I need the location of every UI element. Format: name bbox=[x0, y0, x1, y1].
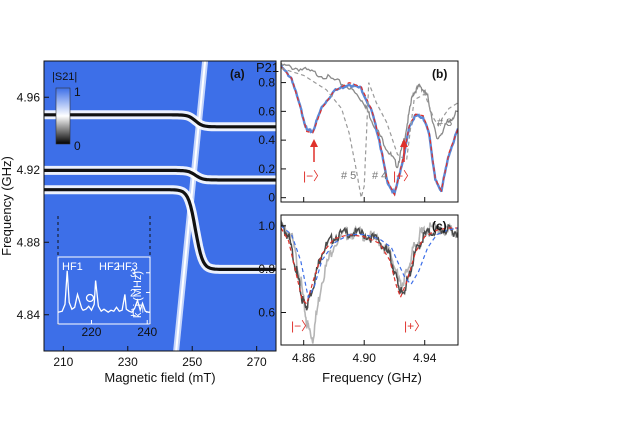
annotation-plus-c: |+〉 bbox=[404, 319, 426, 333]
annotation-4: # 4 bbox=[372, 170, 387, 182]
panel-a-frame bbox=[43, 60, 277, 352]
y-tick-label: 4.92 bbox=[17, 163, 41, 177]
panel-a-xlabel: Magnetic field (mT) bbox=[104, 370, 215, 385]
panel-c-frame bbox=[280, 214, 459, 346]
mode-line bbox=[44, 168, 276, 182]
panel-b-series-gray-noisy bbox=[281, 62, 458, 169]
panel-b-label: (b) bbox=[432, 67, 447, 81]
inset-y-tick-label: 2 bbox=[130, 287, 136, 299]
panel-b-series-red-dash bbox=[281, 66, 458, 197]
arrow-minus bbox=[310, 139, 318, 162]
panel-a-label: (a) bbox=[230, 67, 245, 81]
heatmap-background bbox=[44, 61, 276, 351]
y-tick-label: 4.88 bbox=[17, 235, 41, 249]
colorbar: |S21| 1 0 bbox=[52, 71, 81, 153]
annotation-minus: |−〉 bbox=[303, 169, 325, 183]
y-tick-label: 4.96 bbox=[17, 90, 41, 104]
x-tick-label: 250 bbox=[182, 355, 202, 369]
c-y-tick-label: 0.6 bbox=[258, 306, 275, 320]
inset-k-curve bbox=[57, 270, 150, 313]
annotation-5: # 5 bbox=[341, 170, 356, 182]
inset-x-tick-label: 220 bbox=[81, 325, 101, 339]
mode-line bbox=[44, 113, 276, 129]
panel-c-xlabel: Frequency (GHz) bbox=[322, 370, 422, 385]
annotation-minus-c: |−〉 bbox=[291, 319, 313, 333]
c-x-tick-label: 4.90 bbox=[353, 351, 377, 365]
b-y-tick-label: 0 bbox=[268, 191, 275, 205]
inset-peak-label: HF3 bbox=[117, 261, 138, 273]
panel-c-label: (c) bbox=[432, 219, 447, 233]
inset-y-tick-label: 1 bbox=[130, 307, 136, 319]
panel-c-series-red-dash bbox=[281, 227, 458, 305]
c-x-tick-label: 4.94 bbox=[413, 351, 437, 365]
inset-frame bbox=[57, 256, 151, 325]
inset-y-tick-label: 3 bbox=[130, 268, 136, 280]
panel-c-series-blue-dash bbox=[281, 225, 458, 299]
panel-c: 0.6 0.8 1.0 4.86 4.90 4.94 (c) |−〉 |+〉 Frequ… bbox=[258, 214, 459, 385]
arrow-plus bbox=[400, 139, 408, 162]
panel-a-ylabel: Frequency (GHz) bbox=[0, 156, 14, 256]
colorbar-label: |S21| bbox=[52, 71, 77, 83]
inset-x-tick-label: 240 bbox=[137, 325, 157, 339]
y-tick-label: 4.84 bbox=[17, 308, 41, 322]
inset-marker-circle bbox=[85, 293, 95, 303]
b-y-tick-label: 0.6 bbox=[258, 104, 275, 118]
mode-line bbox=[44, 188, 276, 271]
colorbar-max-label: 1 bbox=[74, 85, 81, 99]
b-y-tick-label: 0.8 bbox=[258, 76, 275, 90]
panel-b-frame bbox=[280, 60, 459, 203]
annotation-3: # 3 bbox=[437, 117, 452, 129]
c-y-tick-label: 1.0 bbox=[258, 219, 275, 233]
c-x-tick-label: 4.86 bbox=[292, 351, 316, 365]
inset-ylabel: k_i (MHz) bbox=[132, 271, 144, 318]
c-y-tick-label: 0.8 bbox=[258, 262, 275, 276]
inset-peak-label: HF1 bbox=[62, 261, 83, 273]
x-tick-label: 210 bbox=[53, 355, 73, 369]
panel-b-series-gray-dash bbox=[281, 67, 458, 198]
panel-b: 0 0.2 0.4 0.6 0.8 P21 (b) |−〉 |+〉 # 5 # 4 # … bbox=[256, 60, 459, 205]
panel-b-ylabel: P21 bbox=[256, 60, 279, 75]
b-y-tick-label: 0.2 bbox=[258, 162, 275, 176]
panel-c-series-darkgray-noisy bbox=[281, 220, 458, 311]
b-y-tick-label: 0.4 bbox=[258, 133, 275, 147]
colorbar-min-label: 0 bbox=[74, 139, 81, 153]
inset-peak-label: HF2 bbox=[99, 261, 120, 273]
x-tick-label: 270 bbox=[247, 355, 267, 369]
resonator-modes bbox=[44, 110, 276, 274]
annotation-plus: |+〉 bbox=[393, 169, 415, 183]
x-tick-label: 230 bbox=[118, 355, 138, 369]
